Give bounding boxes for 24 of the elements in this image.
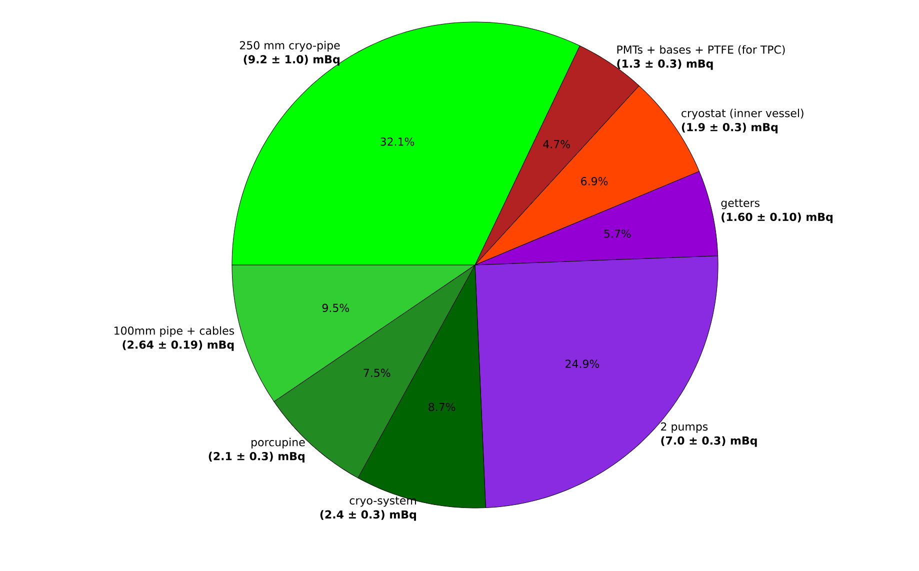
slice-label: cryostat (inner vessel) bbox=[682, 108, 804, 120]
slice-label: porcupine bbox=[252, 438, 305, 448]
text: (7.0 ± 0.3) mBq bbox=[661, 436, 757, 447]
data-label: 32.1% bbox=[380, 137, 414, 146]
text: (2.64 ± 0.19) mBq bbox=[122, 340, 234, 351]
slice-label: PMTs + bases + PTFE (for TPC) bbox=[617, 45, 785, 56]
text: (1.9 ± 0.3) mBq bbox=[682, 122, 778, 134]
data-label: 7.5% bbox=[364, 368, 390, 377]
text: (9.2 ± 1.0) mBq bbox=[244, 54, 340, 66]
data-label: 24.9% bbox=[566, 360, 600, 368]
data-label: 6.9% bbox=[581, 177, 608, 186]
text: (1.60 ± 0.10) mBq bbox=[722, 212, 832, 224]
data-label: 4.7% bbox=[543, 140, 570, 148]
slice-label: 2 pumps bbox=[661, 422, 708, 433]
slice-label: 100mm pipe + cables bbox=[114, 326, 234, 337]
text: (1.3 ± 0.3) mBq bbox=[617, 59, 713, 70]
text: (2.1 ± 0.3) mBq bbox=[208, 452, 304, 462]
data-label: 5.7% bbox=[604, 229, 631, 238]
slice-label: getters bbox=[721, 199, 760, 210]
data-label: 9.5% bbox=[322, 304, 350, 312]
text: (2.4 ± 0.3) mBq bbox=[320, 510, 416, 521]
slice-label: cryo-system bbox=[350, 496, 416, 507]
data-label: 8.7% bbox=[428, 402, 456, 412]
slice-label: 250 mm cryo-pipe bbox=[240, 40, 340, 52]
